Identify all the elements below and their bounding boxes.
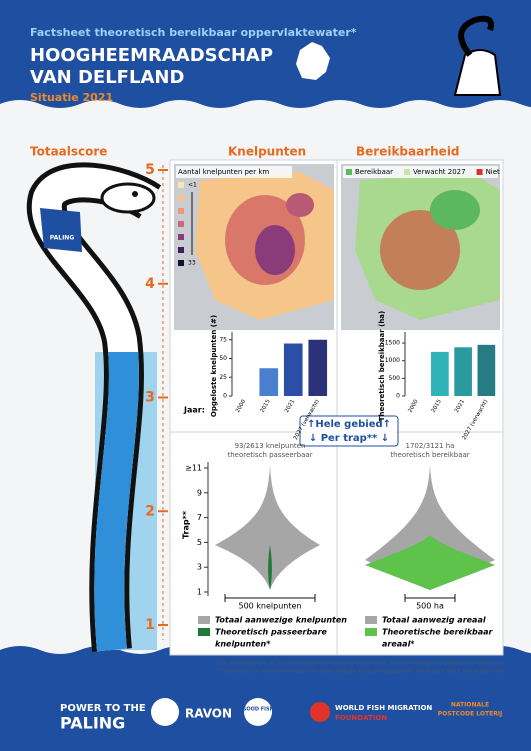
trap-tick-label: 7 bbox=[197, 513, 202, 522]
legend-label: Theoretisch passeerbare bbox=[215, 628, 328, 637]
score-tick-label: 5 bbox=[145, 162, 155, 178]
legend-swatch bbox=[178, 234, 184, 240]
legend-label: areaal* bbox=[382, 640, 415, 649]
toggle[interactable]: ↑Hele gebied↑ ↓ Per trap** ↓ bbox=[299, 415, 399, 447]
violin-left bbox=[215, 465, 320, 590]
map-legend-label: Verwacht 2027 bbox=[413, 168, 466, 176]
section-title: Totaalscore bbox=[30, 145, 107, 159]
section-title: Bereikbaarheid bbox=[356, 145, 460, 159]
legend-swatch bbox=[198, 616, 210, 624]
eel-eye bbox=[132, 191, 138, 197]
legend-swatch bbox=[198, 628, 210, 636]
score-tick-label: 4 bbox=[145, 276, 155, 292]
eel-scarf bbox=[40, 208, 82, 252]
y-axis-label: Opgeloste knelpunten (#) bbox=[210, 315, 218, 417]
y-tick-label: 0 bbox=[223, 393, 227, 400]
score-tick-label: 2 bbox=[145, 503, 155, 519]
bar bbox=[454, 347, 472, 396]
trap-caption: 1702/3121 ha bbox=[406, 442, 455, 450]
legend-swatch bbox=[178, 247, 184, 253]
legend-swatch bbox=[404, 169, 411, 175]
scale-label: 500 knelpunten bbox=[238, 602, 301, 611]
section-title: Knelpunten bbox=[228, 145, 306, 159]
scale-label: 500 ha bbox=[416, 602, 444, 611]
footnote: ** Een trap is een niveau van knelpunt. … bbox=[218, 669, 505, 675]
logo-text: POSTCODE LOTERIJ bbox=[438, 711, 503, 718]
y-axis-label: Theoretisch bereikbaar (ha) bbox=[378, 311, 386, 421]
map-legend-label: <1 bbox=[188, 182, 197, 189]
header-title: HOOGHEEMRAADSCHAP bbox=[30, 45, 273, 66]
toggle-option[interactable]: ↑Hele gebied↑ bbox=[307, 419, 391, 430]
eel-water bbox=[94, 352, 139, 652]
bereik-map bbox=[341, 164, 500, 330]
knelpunten-map bbox=[174, 164, 334, 330]
trap-caption: theoretisch passeerbaar bbox=[227, 451, 312, 459]
legend-label: Theoretische bereikbaar bbox=[382, 628, 494, 637]
map-legend-label: Niet bbox=[486, 168, 500, 176]
logo-text: PALING bbox=[60, 714, 125, 733]
legend-swatch bbox=[346, 169, 352, 175]
legend-label: Totaal aanwezig areaal bbox=[382, 616, 486, 625]
trap-tick-label: 5 bbox=[197, 538, 202, 547]
logo-text: FOUNDATION bbox=[335, 714, 387, 722]
logo-text: POWER TO THE bbox=[60, 703, 146, 714]
legend-label: knelpunten* bbox=[215, 640, 271, 649]
nl-map-icon bbox=[296, 42, 330, 80]
trap-tick-label: 9 bbox=[197, 488, 202, 497]
score-tick-label: 3 bbox=[145, 390, 155, 406]
legend-swatch bbox=[476, 169, 483, 175]
scarf-label: PALING bbox=[50, 235, 75, 242]
trap-tick-label: 1 bbox=[197, 588, 202, 597]
trap-caption: 93/2613 knelpunten bbox=[235, 442, 306, 450]
map-legend-label: Bereikbaar bbox=[355, 168, 393, 176]
logo-text: NATIONALE bbox=[451, 702, 489, 709]
bar bbox=[283, 343, 303, 396]
trap-axis-label: Trap** bbox=[182, 510, 191, 539]
header-situation: Situatie 2021 bbox=[30, 91, 113, 104]
y-tick-label: 500 bbox=[389, 375, 401, 382]
y-tick-label: 50 bbox=[219, 355, 227, 362]
legend-swatch bbox=[178, 208, 184, 214]
bar bbox=[431, 351, 449, 396]
eel-head bbox=[100, 182, 156, 214]
legend-swatch bbox=[178, 221, 184, 227]
legend-swatch bbox=[178, 182, 184, 188]
y-tick-label: 1000 bbox=[385, 357, 400, 364]
toggle-box[interactable] bbox=[299, 415, 399, 447]
map-legend-title: Aantal knelpunten per km bbox=[178, 168, 269, 176]
header-band bbox=[0, 0, 531, 112]
footer-logos bbox=[151, 698, 330, 726]
x-axis-label: Jaar: bbox=[183, 406, 205, 415]
legend-swatch bbox=[178, 195, 184, 201]
legend-bg bbox=[176, 166, 292, 178]
map-legend-label: 33 bbox=[188, 260, 196, 267]
score-tick-label: 1 bbox=[145, 617, 155, 633]
legend-label: Totaal aanwezige knelpunten bbox=[215, 616, 347, 625]
bar bbox=[259, 368, 279, 396]
y-tick-label: 1500 bbox=[385, 340, 400, 347]
toggle-option[interactable]: ↓ Per trap** ↓ bbox=[309, 433, 389, 444]
legend-bg bbox=[343, 166, 498, 178]
y-tick-label: 75 bbox=[219, 336, 227, 343]
logo-text: WORLD FISH MIGRATION bbox=[335, 704, 432, 712]
header-subtitle: Factsheet theoretisch bereikbaar oppervl… bbox=[30, 26, 357, 39]
trap-tick-label: 3 bbox=[197, 563, 202, 572]
trap-caption: theoretisch bereikbaar bbox=[390, 451, 469, 459]
header-title: VAN DELFLAND bbox=[30, 67, 184, 88]
footnote: * Alle vispassages zijn als 100% passeer… bbox=[215, 661, 505, 667]
violin-right bbox=[365, 465, 495, 590]
logo-text: GOOD FISH bbox=[242, 707, 274, 713]
y-tick-label: 25 bbox=[219, 374, 227, 381]
wave bbox=[0, 100, 531, 120]
bar bbox=[308, 339, 328, 396]
eel-fist-icon bbox=[453, 15, 502, 96]
y-tick-label: 0 bbox=[396, 393, 400, 400]
trap-tick-label: ≥11 bbox=[185, 464, 202, 473]
legend-swatch bbox=[178, 260, 184, 266]
legend-swatch bbox=[365, 616, 377, 624]
bar bbox=[477, 344, 496, 396]
logo-text: RAVON bbox=[185, 707, 232, 721]
legend-swatch bbox=[365, 628, 377, 636]
